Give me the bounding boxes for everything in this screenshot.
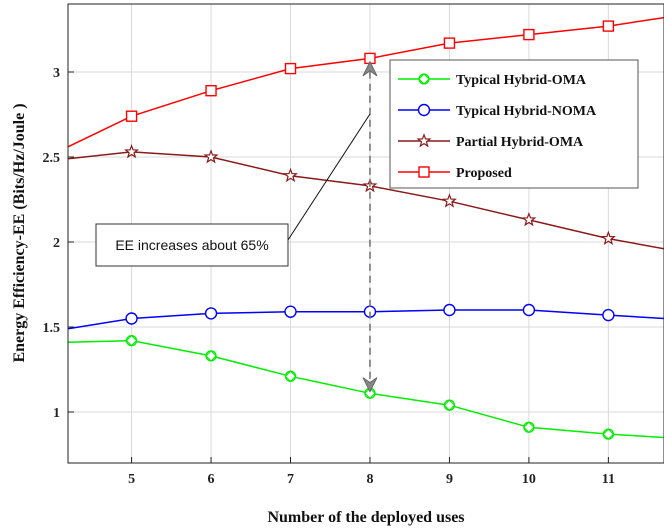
data-point — [205, 350, 217, 362]
data-point — [284, 62, 297, 75]
arrow-head-up — [362, 60, 378, 77]
x-tick-label: 11 — [602, 472, 615, 487]
y-tick-label: 1 — [53, 406, 60, 421]
x-tick-label: 5 — [128, 472, 135, 487]
x-tick-label: 10 — [522, 472, 536, 487]
legend-marker — [416, 133, 432, 148]
legend-item: Partial Hybrid-OMA — [398, 133, 584, 150]
x-tick-label: 7 — [287, 472, 294, 487]
legend-label: Typical Hybrid-OMA — [456, 73, 587, 88]
y-axis-label: Energy Efficiency-EE (Bits/Hz/Joule ) — [11, 103, 28, 362]
data-point — [125, 334, 138, 347]
legend-label: Typical Hybrid-NOMA — [456, 104, 597, 119]
data-point — [521, 211, 537, 227]
annotation-box — [95, 223, 289, 267]
data-point — [602, 20, 615, 32]
data-point — [282, 167, 299, 183]
legend-box — [389, 59, 639, 189]
x-tick-label: 9 — [446, 472, 453, 487]
legend-marker — [418, 166, 430, 178]
data-point — [203, 149, 219, 164]
data-point — [441, 193, 457, 208]
annotation: EE increases about 65% — [95, 60, 378, 393]
data-point — [443, 37, 456, 49]
data-point — [600, 230, 616, 246]
data-point — [205, 84, 217, 97]
legend-marker — [417, 103, 431, 117]
x-tick-label: 6 — [208, 472, 215, 487]
legend-label: Proposed — [456, 166, 512, 181]
legend-item: Typical Hybrid-OMA — [398, 73, 587, 88]
data-point — [602, 428, 615, 440]
legend-marker — [418, 73, 430, 85]
y-tick-label: 3 — [53, 66, 60, 81]
plot-frame — [67, 3, 664, 464]
series-proposed — [67, 16, 664, 148]
x-tick-label: 8 — [366, 472, 373, 487]
y-tick-label: 1.5 — [43, 321, 61, 336]
x-axis-label: Number of the deployed uses — [267, 509, 464, 526]
annotation-pointer — [287, 113, 371, 241]
y-tick-label: 2 — [53, 236, 60, 251]
data-point — [602, 308, 615, 322]
data-point — [523, 28, 535, 41]
series-typical-hybrid-noma — [67, 303, 664, 330]
legend-label: Partial Hybrid-OMA — [456, 135, 584, 150]
y-tick-label: 2.5 — [43, 151, 61, 166]
legend-item: Proposed — [398, 166, 512, 181]
data-point — [124, 143, 140, 159]
data-point — [125, 110, 138, 122]
data-point — [522, 303, 536, 317]
arrow-head-down — [362, 377, 378, 393]
data-point — [284, 305, 297, 318]
data-point — [443, 399, 456, 411]
data-point — [125, 312, 138, 325]
series-lines — [67, 16, 664, 440]
legend: Typical Hybrid-OMA Typical Hybrid-NOMA Par… — [389, 59, 639, 189]
data-point — [204, 307, 218, 320]
series-line — [67, 339, 664, 439]
annotation-text: EE increases about 65% — [115, 237, 268, 253]
data-point — [523, 421, 535, 434]
legend-item: Typical Hybrid-NOMA — [398, 103, 597, 119]
data-point — [284, 370, 297, 383]
series-typical-hybrid-oma — [67, 334, 664, 440]
data-point — [443, 303, 456, 317]
